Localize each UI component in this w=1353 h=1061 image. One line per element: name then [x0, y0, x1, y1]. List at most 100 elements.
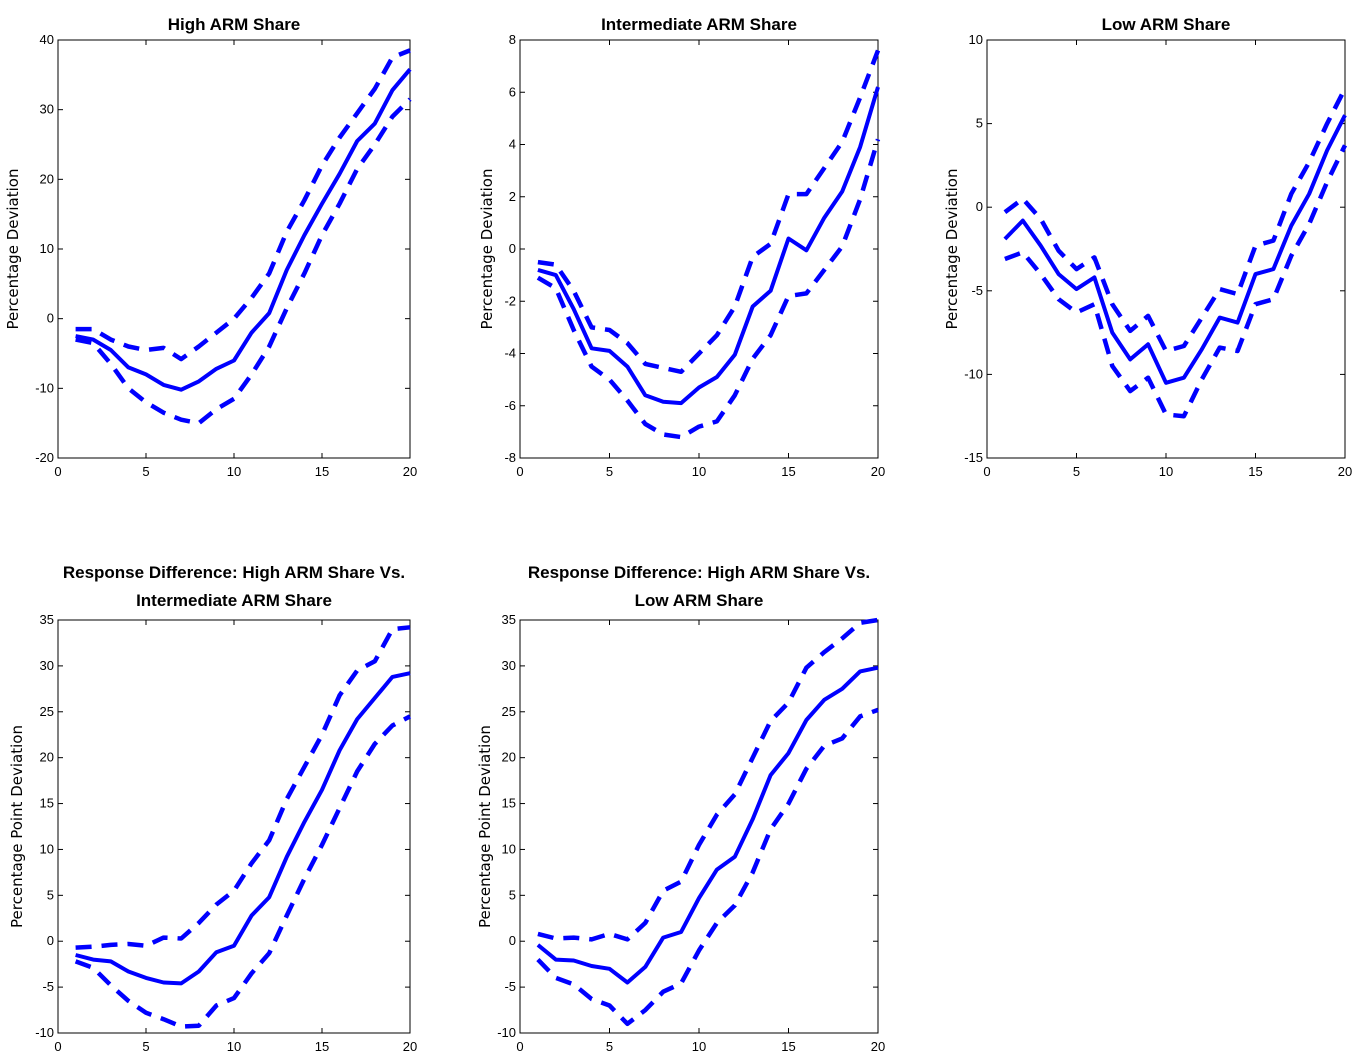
x-tick-label: 15 [781, 464, 795, 479]
series-line-band-2 [536, 138, 881, 440]
series-line-band-1 [75, 48, 411, 362]
y-tick-label: 20 [40, 750, 54, 765]
plot-title: Low ARM Share [635, 591, 764, 610]
x-tick-label: 10 [692, 464, 706, 479]
x-tick-label: 20 [403, 464, 417, 479]
y-tick-label: 8 [509, 32, 516, 47]
y-tick-label: 0 [976, 199, 983, 214]
y-tick-label: -10 [35, 1025, 54, 1040]
y-axis-label: Percentage Point Deviation [8, 725, 26, 928]
x-tick-label: 0 [516, 464, 523, 479]
axes-box [519, 39, 879, 459]
y-tick-label: 0 [47, 311, 54, 326]
y-tick-label: -6 [504, 398, 516, 413]
x-tick-label: 20 [871, 1039, 885, 1054]
series-line-band-2 [75, 97, 412, 426]
y-tick-label: 35 [502, 612, 516, 627]
y-tick-label: 10 [502, 841, 516, 856]
series-line-estimate [537, 86, 880, 406]
y-tick-label: 30 [40, 102, 54, 117]
y-tick-label: 2 [509, 189, 516, 204]
y-tick-label: -15 [964, 450, 983, 465]
series-line-band-1 [75, 625, 411, 950]
y-tick-label: -5 [504, 979, 516, 994]
x-tick-label: 15 [1248, 464, 1262, 479]
x-tick-label: 15 [781, 1039, 795, 1054]
x-tick-label: 10 [227, 464, 241, 479]
y-tick-label: -10 [35, 380, 54, 395]
series-line-estimate [75, 68, 412, 392]
axes-box [519, 619, 879, 1034]
y-tick-label: -4 [504, 346, 516, 361]
y-tick-label: 15 [40, 796, 54, 811]
y-axis-label: Percentage Deviation [943, 169, 961, 330]
subplot-3: 0 5 10 15 20 -15 -10 -5 0 5 10 Percentage Deviation… [943, 15, 1352, 479]
y-tick-label: 25 [40, 704, 54, 719]
x-tick-label: 5 [142, 1039, 149, 1054]
y-tick-label: 15 [502, 796, 516, 811]
series-line-band-1 [537, 617, 879, 942]
y-tick-label: -8 [504, 450, 516, 465]
subplot-4: 0 5 10 15 20 -10 -5 0 5 10 15 20 25 30 35 Percentage Po… [8, 563, 417, 1054]
y-tick-label: -2 [504, 293, 516, 308]
axes-box [57, 619, 411, 1034]
y-tick-label: 0 [509, 933, 516, 948]
subplot-1: 0 5 10 15 20 -20 -10 0 10 20 30 40 Percentage Deviat… [4, 15, 417, 479]
y-tick-label: -5 [42, 979, 54, 994]
subplot-2: 0 5 10 15 20 -8 -6 -4 -2 0 2 4 6 8 Percentage Deviatio… [478, 15, 885, 479]
series-line-estimate [536, 665, 879, 985]
series-line-estimate [75, 671, 411, 986]
x-tick-label: 20 [403, 1039, 417, 1054]
x-tick-label: 15 [315, 464, 329, 479]
y-tick-label: -20 [35, 450, 54, 465]
x-tick-label: 10 [227, 1039, 241, 1054]
axes-box [57, 39, 411, 459]
x-tick-label: 20 [871, 464, 885, 479]
plot-title: Response Difference: High ARM Share Vs. [63, 563, 405, 582]
series-line-band-1 [1003, 87, 1348, 354]
y-tick-label: -10 [964, 366, 983, 381]
series-line-band-2 [1004, 144, 1348, 419]
y-tick-label: -10 [497, 1025, 516, 1040]
y-tick-label: 0 [47, 933, 54, 948]
series-line-band-2 [536, 707, 879, 1027]
plot-title: Response Difference: High ARM Share Vs. [528, 563, 870, 582]
y-tick-label: 4 [509, 137, 516, 152]
x-tick-label: 10 [1159, 464, 1173, 479]
y-tick-label: 0 [509, 241, 516, 256]
series-line-estimate [1003, 114, 1347, 385]
y-tick-label: 35 [40, 612, 54, 627]
x-tick-label: 5 [1073, 464, 1080, 479]
x-tick-label: 0 [983, 464, 990, 479]
y-tick-label: 10 [40, 841, 54, 856]
y-tick-label: 5 [47, 887, 54, 902]
y-tick-label: 10 [40, 241, 54, 256]
x-tick-label: 0 [54, 1039, 61, 1054]
plot-title: Intermediate ARM Share [601, 15, 797, 34]
plot-title: Intermediate ARM Share [136, 591, 332, 610]
plot-title: High ARM Share [168, 15, 301, 34]
y-tick-label: 20 [40, 171, 54, 186]
x-tick-label: 5 [606, 1039, 613, 1054]
y-tick-label: -5 [971, 283, 983, 298]
x-tick-label: 5 [142, 464, 149, 479]
x-tick-label: 10 [692, 1039, 706, 1054]
x-tick-label: 15 [315, 1039, 329, 1054]
y-tick-label: 5 [976, 116, 983, 131]
series-line-band-1 [537, 49, 881, 375]
x-tick-label: 0 [54, 464, 61, 479]
plot-title: Low ARM Share [1102, 15, 1231, 34]
x-tick-label: 5 [606, 464, 613, 479]
y-axis-label: Percentage Deviation [4, 169, 22, 330]
y-tick-label: 25 [502, 704, 516, 719]
subplot-5: 0 5 10 15 20 -10 -5 0 5 10 15 20 25 30 35 Percentage Po… [476, 563, 885, 1054]
x-tick-label: 20 [1338, 464, 1352, 479]
series-line-band-2 [74, 714, 412, 1029]
y-tick-label: 6 [509, 84, 516, 99]
y-tick-label: 30 [40, 658, 54, 673]
y-tick-label: 30 [502, 658, 516, 673]
y-axis-label: Percentage Point Deviation [476, 725, 494, 928]
y-tick-label: 5 [509, 887, 516, 902]
x-tick-label: 0 [516, 1039, 523, 1054]
